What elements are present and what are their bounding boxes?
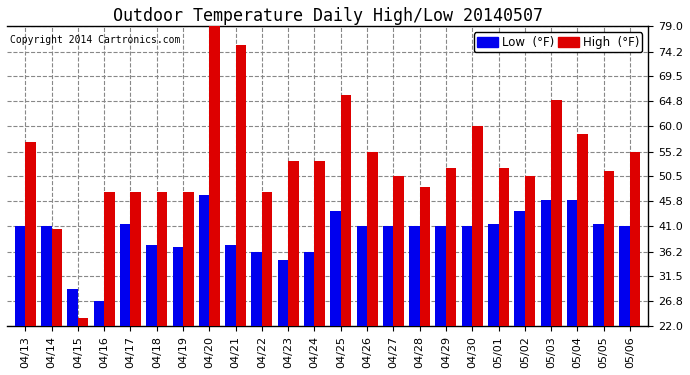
Bar (225, 245, 236, 326)
Bar (472, 126, 483, 326)
Bar (315, 160, 325, 326)
Bar (331, 210, 341, 326)
Bar (288, 160, 299, 326)
Bar (130, 192, 141, 326)
Bar (540, 200, 551, 326)
Bar (420, 187, 430, 326)
Bar (172, 248, 183, 326)
Bar (199, 195, 209, 326)
Text: Copyright 2014 Cartronics.com: Copyright 2014 Cartronics.com (10, 36, 181, 45)
Bar (488, 224, 498, 326)
Bar (525, 176, 535, 326)
Bar (393, 176, 404, 326)
Bar (446, 168, 457, 326)
Bar (251, 252, 262, 326)
Legend: Low  (°F), High  (°F): Low (°F), High (°F) (473, 32, 642, 53)
Bar (78, 318, 88, 326)
Bar (367, 152, 377, 326)
Bar (357, 226, 367, 326)
Bar (435, 226, 446, 326)
Bar (409, 226, 420, 326)
Bar (514, 210, 525, 326)
Bar (120, 224, 130, 326)
Bar (146, 245, 157, 326)
Bar (68, 290, 78, 326)
Title: Outdoor Temperature Daily High/Low 20140507: Outdoor Temperature Daily High/Low 20140… (112, 7, 542, 25)
Bar (183, 192, 194, 326)
Bar (14, 226, 26, 326)
Bar (567, 200, 578, 326)
Bar (620, 226, 630, 326)
Bar (104, 192, 115, 326)
Bar (262, 192, 273, 326)
Bar (94, 301, 104, 326)
Bar (604, 171, 614, 326)
Bar (304, 252, 315, 326)
Bar (52, 229, 62, 326)
Bar (551, 100, 562, 326)
Bar (277, 261, 288, 326)
Bar (209, 27, 220, 326)
Bar (26, 142, 36, 326)
Bar (341, 95, 351, 326)
Bar (462, 226, 472, 326)
Bar (236, 45, 246, 326)
Bar (498, 168, 509, 326)
Bar (41, 226, 52, 326)
Bar (593, 224, 604, 326)
Bar (383, 226, 393, 326)
Bar (578, 134, 588, 326)
Bar (157, 192, 167, 326)
Bar (630, 152, 640, 326)
